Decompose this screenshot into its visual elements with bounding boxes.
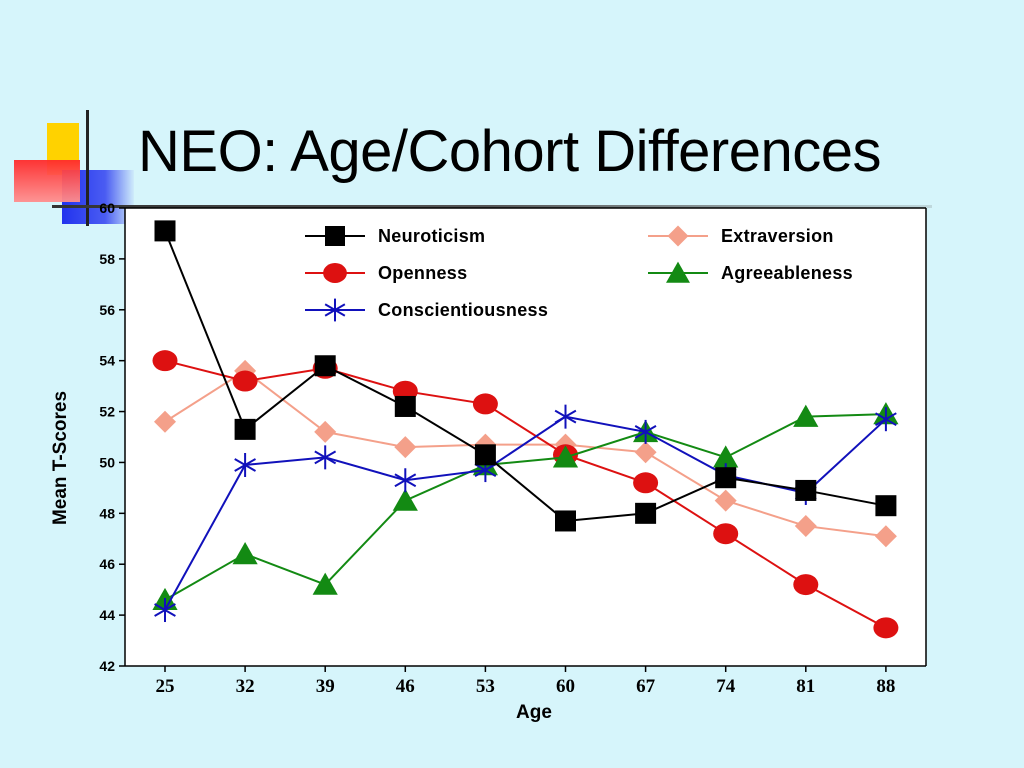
data-point-conscientiousness (554, 404, 577, 429)
x-tick-label: 81 (796, 676, 815, 697)
data-point-openness (633, 472, 659, 494)
y-tick-label: 56 (99, 302, 115, 318)
data-point-neuroticism (474, 444, 496, 466)
data-point-agreeableness (392, 488, 418, 511)
legend-label-extraversion: Extraversion (721, 226, 834, 246)
asterisk-stroke (875, 412, 897, 427)
legend-item-agreeableness: Agreeableness (648, 261, 853, 283)
legend-marker-extraversion (667, 225, 689, 247)
data-point-agreeableness (312, 572, 338, 595)
y-axis-title: Mean T-Scores (50, 391, 71, 525)
x-tick-label: 60 (556, 676, 575, 697)
data-point-neuroticism (875, 495, 897, 517)
legend-marker-conscientiousness (324, 298, 346, 322)
slide-title: NEO: Age/Cohort Differences (138, 119, 882, 184)
data-point-neuroticism (635, 502, 657, 524)
data-point-conscientiousness (154, 598, 176, 623)
series-neuroticism (154, 220, 897, 532)
legend-marker-openness (323, 263, 347, 283)
data-point-openness (232, 370, 258, 392)
data-point-openness (873, 617, 899, 639)
y-tick-label: 46 (99, 556, 115, 572)
asterisk-stroke (234, 458, 256, 472)
y-tick-label: 48 (99, 505, 115, 521)
data-point-extraversion (314, 420, 337, 443)
data-point-conscientiousness (634, 419, 657, 444)
data-point-openness (713, 523, 739, 545)
series-line-neuroticism (164, 230, 887, 523)
x-tick-label: 67 (636, 676, 656, 697)
asterisk-stroke (474, 463, 497, 477)
legend-item-extraversion: Extraversion (648, 225, 834, 247)
legend-marker-neuroticism (325, 226, 345, 246)
deco-red-square (14, 160, 80, 202)
data-point-extraversion (794, 515, 817, 538)
x-tick-label: 74 (716, 676, 736, 697)
x-tick-label: 53 (476, 676, 495, 697)
asterisk-stroke (394, 473, 417, 488)
x-tick-label: 46 (396, 676, 415, 697)
x-tick-label: 88 (876, 676, 895, 697)
y-tick-label: 50 (99, 454, 115, 470)
asterisk-stroke (634, 425, 657, 439)
asterisk-stroke (154, 603, 176, 617)
asterisk-stroke (554, 409, 577, 424)
series-line-openness (164, 359, 887, 629)
x-tick-label: 32 (236, 676, 255, 697)
y-tick-label: 60 (99, 200, 115, 216)
data-point-extraversion (714, 489, 737, 512)
legend-item-openness: Openness (305, 263, 467, 283)
plot-area (125, 208, 926, 666)
data-point-conscientiousness (394, 468, 417, 493)
data-point-extraversion (154, 410, 176, 433)
deco-vertical-line (86, 110, 89, 226)
data-point-agreeableness (713, 445, 739, 468)
data-point-agreeableness (232, 542, 258, 565)
data-point-conscientiousness (314, 445, 337, 470)
series-line-agreeableness (164, 413, 886, 601)
data-point-extraversion (874, 525, 897, 548)
y-tick-label: 54 (99, 353, 115, 369)
legend-label-openness: Openness (378, 263, 467, 283)
data-point-extraversion (394, 436, 417, 459)
series-line-extraversion (164, 369, 887, 538)
x-axis-title: Age (516, 702, 552, 723)
deco-horizontal-line (52, 205, 932, 208)
y-tick-label: 52 (99, 404, 115, 420)
data-point-extraversion (634, 441, 657, 464)
asterisk-stroke (314, 450, 337, 465)
legend-item-conscientiousness: Conscientiousness (305, 298, 548, 322)
data-point-neuroticism (394, 395, 416, 417)
asterisk-stroke (324, 303, 346, 317)
data-point-conscientiousness (234, 452, 256, 477)
data-point-agreeableness (793, 404, 819, 427)
data-point-neuroticism (154, 220, 176, 242)
legend-item-neuroticism: Neuroticism (305, 226, 485, 246)
legend-label-agreeableness: Agreeableness (721, 263, 853, 283)
y-tick-label: 42 (99, 658, 115, 674)
legend-marker-agreeableness (666, 261, 690, 283)
data-point-neuroticism (314, 355, 336, 377)
y-tick-label: 58 (99, 251, 115, 267)
y-tick-label: 44 (99, 607, 115, 623)
x-tick-label: 39 (316, 676, 335, 697)
legend-label-neuroticism: Neuroticism (378, 226, 485, 246)
data-point-conscientiousness (875, 407, 897, 432)
legend-label-conscientiousness: Conscientiousness (378, 300, 548, 320)
data-point-neuroticism (234, 418, 256, 440)
data-point-openness (793, 574, 819, 596)
data-point-agreeableness (552, 445, 579, 468)
x-tick-label: 25 (156, 676, 175, 697)
data-point-openness (472, 393, 498, 415)
data-point-openness (152, 350, 178, 372)
data-point-neuroticism (795, 479, 817, 501)
data-point-neuroticism (555, 510, 576, 532)
data-point-neuroticism (715, 467, 737, 489)
